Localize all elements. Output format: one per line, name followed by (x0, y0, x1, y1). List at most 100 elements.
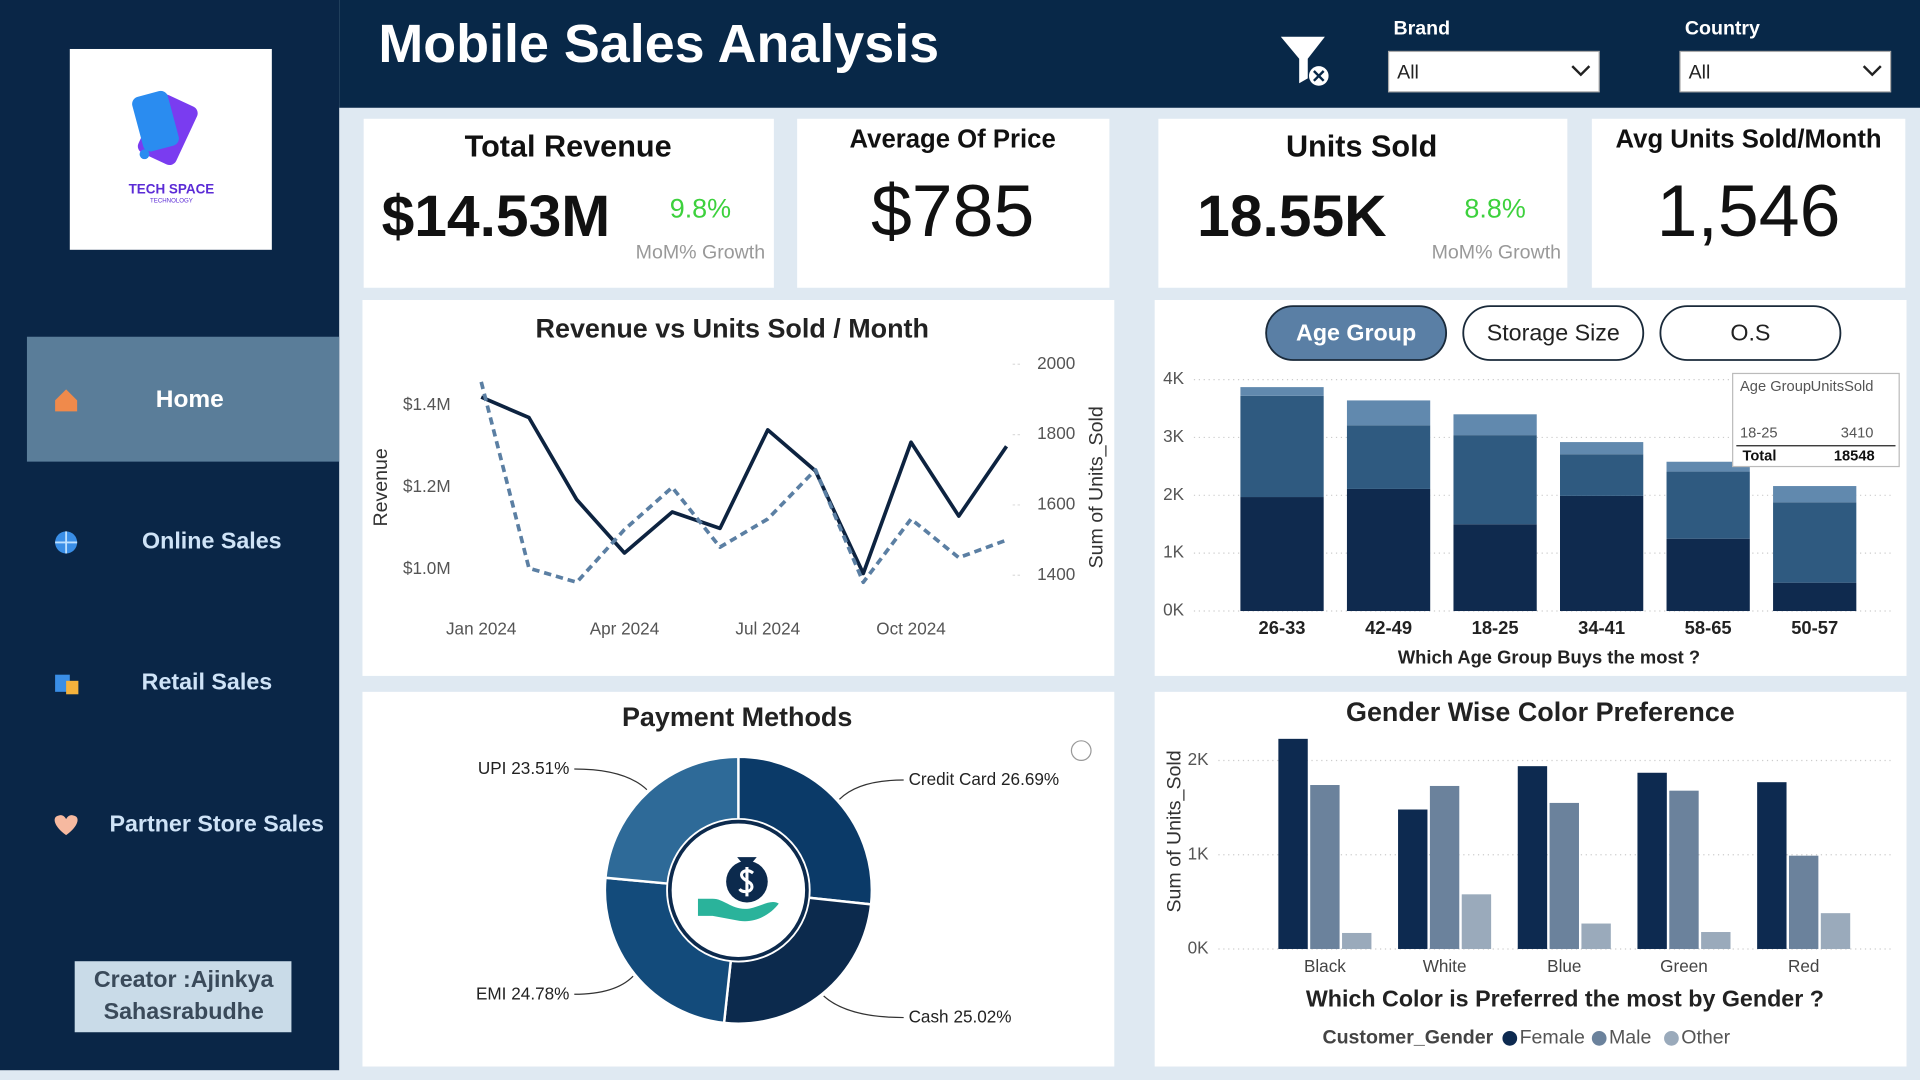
nav-online[interactable]: Online Sales (55, 528, 282, 554)
bar-segment (1773, 582, 1857, 612)
kpi-value: 18.55K (1197, 184, 1386, 249)
dollar-glyph (738, 866, 755, 897)
hand (697, 898, 779, 922)
y2-tick-label: 1800 (1037, 423, 1075, 443)
x-axis-label: Which Color is Preferred the most by Gen… (1306, 986, 1824, 1012)
slice-label: Credit Card 26.69% (909, 769, 1060, 789)
kpi-title: Total Revenue (465, 129, 672, 163)
nav-label[interactable]: Retail Sales (142, 668, 273, 694)
bar-segment (1346, 488, 1431, 612)
bar-segment (1453, 414, 1537, 436)
donut-slice (603, 876, 733, 1025)
creator-text: Sahasrabudhe (104, 998, 264, 1024)
y-tick-label: 1K (1188, 843, 1210, 863)
legend-label: Male (1609, 1027, 1652, 1049)
tooltip-cell: 3410 (1841, 425, 1874, 441)
y2-tick-label: 2000 (1037, 353, 1075, 373)
y-tick-label: 2K (1163, 484, 1185, 504)
logo-subtext: TECHNOLOGY (150, 197, 193, 204)
nav-retail[interactable]: Retail Sales (55, 668, 272, 694)
y-tick-label: 4K (1163, 368, 1185, 388)
nav-home[interactable]: Home (55, 386, 224, 413)
bar (1398, 809, 1428, 949)
leader-line (574, 768, 648, 791)
bar-segment (1773, 502, 1857, 583)
bar-segment (1346, 425, 1431, 489)
series-line (479, 381, 1008, 585)
bar-segment (1773, 486, 1857, 503)
filter-label: Country (1685, 18, 1760, 40)
chart-title: Payment Methods (622, 702, 852, 732)
slicer-button[interactable] (1265, 305, 1448, 361)
bar (1461, 894, 1492, 949)
slice-label: Cash 25.02% (909, 1006, 1012, 1026)
x-tick-label: Blue (1547, 956, 1581, 976)
x-tick-label: Green (1660, 956, 1708, 976)
nav-partner[interactable]: Partner Store Sales (54, 810, 324, 836)
donut-slice (604, 755, 740, 885)
bar (1310, 785, 1340, 949)
bar-segment (1240, 395, 1324, 498)
slice-value: 26.69% (1001, 769, 1059, 789)
money-bag-top (737, 857, 757, 865)
x-tick-label: White (1423, 956, 1467, 976)
y-tick-label: 1K (1163, 542, 1185, 562)
bar (1788, 855, 1819, 949)
x-tick-label: 58-65 (1685, 617, 1732, 638)
nav-label[interactable]: Partner Store Sales (109, 810, 324, 836)
leader-line (823, 995, 904, 1019)
logo-icon (132, 90, 198, 166)
bar (1820, 913, 1851, 949)
slice-value: 23.51% (511, 758, 569, 778)
page-title: Mobile Sales Analysis (378, 14, 939, 74)
y-tick-label: $1.4M (403, 394, 451, 414)
bar (1549, 802, 1579, 949)
y2-tick-label: 1600 (1037, 493, 1075, 513)
x-tick-label: Apr 2024 (590, 619, 660, 639)
x-tick-label: 34-41 (1578, 617, 1625, 638)
y2-tick-label: 1400 (1037, 564, 1075, 584)
slicer-button-label[interactable]: Storage Size (1487, 319, 1620, 345)
slice-value: 24.78% (511, 983, 569, 1003)
tooltip-total: 18548 (1834, 449, 1875, 465)
slicer-button[interactable] (1462, 305, 1645, 361)
nav-label[interactable]: Home (156, 386, 224, 413)
y-tick-label: 0K (1163, 600, 1185, 620)
filter-value: All (1689, 62, 1711, 84)
legend-label: Other (1681, 1027, 1730, 1049)
slice-label: EMI 24.78% (476, 983, 569, 1003)
brand-dropdown[interactable] (1387, 50, 1600, 93)
y-tick-label: 2K (1188, 749, 1210, 769)
donut-slice (722, 896, 873, 1025)
chevron (1862, 65, 1882, 77)
tooltip-header: UnitsSold (1811, 379, 1874, 395)
x-tick-label: 26-33 (1259, 617, 1306, 638)
legend-marker (1502, 1031, 1518, 1046)
x-tick-label: Black (1304, 956, 1346, 976)
y2-axis-label: Sum of Units_Sold (1085, 406, 1107, 568)
bar-segment (1666, 461, 1750, 472)
chart-title: Revenue vs Units Sold / Month (536, 314, 929, 344)
bar (1429, 785, 1460, 949)
y-axis-label: Sum of Units_Sold (1164, 750, 1186, 912)
kpi-card (363, 118, 774, 288)
kpi-title: Average Of Price (850, 126, 1056, 154)
slicer-button[interactable] (1659, 305, 1842, 361)
filter-value: All (1397, 62, 1419, 84)
slicer-button-label[interactable]: O.S (1730, 319, 1770, 345)
slicer-button-label[interactable]: Age Group (1296, 319, 1416, 345)
kpi-card (1158, 118, 1568, 288)
bar-segment (1240, 497, 1324, 612)
legend-title: Customer_Gender (1322, 1027, 1493, 1049)
nav-label[interactable]: Online Sales (142, 528, 282, 554)
series-line (480, 395, 1009, 576)
x-tick-label: 50-57 (1791, 617, 1838, 638)
country-dropdown[interactable] (1679, 50, 1892, 93)
bar-segment (1560, 495, 1644, 612)
help-icon[interactable] (1070, 740, 1092, 762)
tooltip (1732, 372, 1900, 468)
donut-slice (737, 755, 873, 906)
slice-category: UPI (478, 758, 507, 778)
clear-filter-icon[interactable] (1280, 36, 1329, 86)
x-tick-label: 42-49 (1365, 617, 1412, 638)
